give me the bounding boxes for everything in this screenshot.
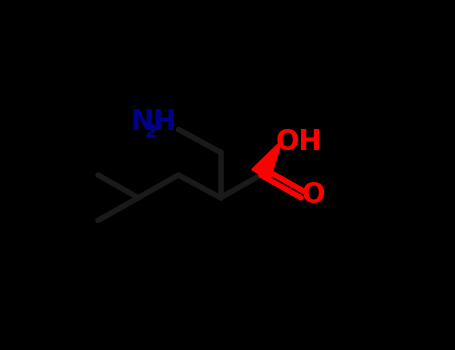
Text: 2: 2 <box>144 123 157 141</box>
Text: NH: NH <box>131 108 177 136</box>
Text: OH: OH <box>276 128 323 156</box>
Text: O: O <box>302 181 325 209</box>
Polygon shape <box>252 143 281 181</box>
